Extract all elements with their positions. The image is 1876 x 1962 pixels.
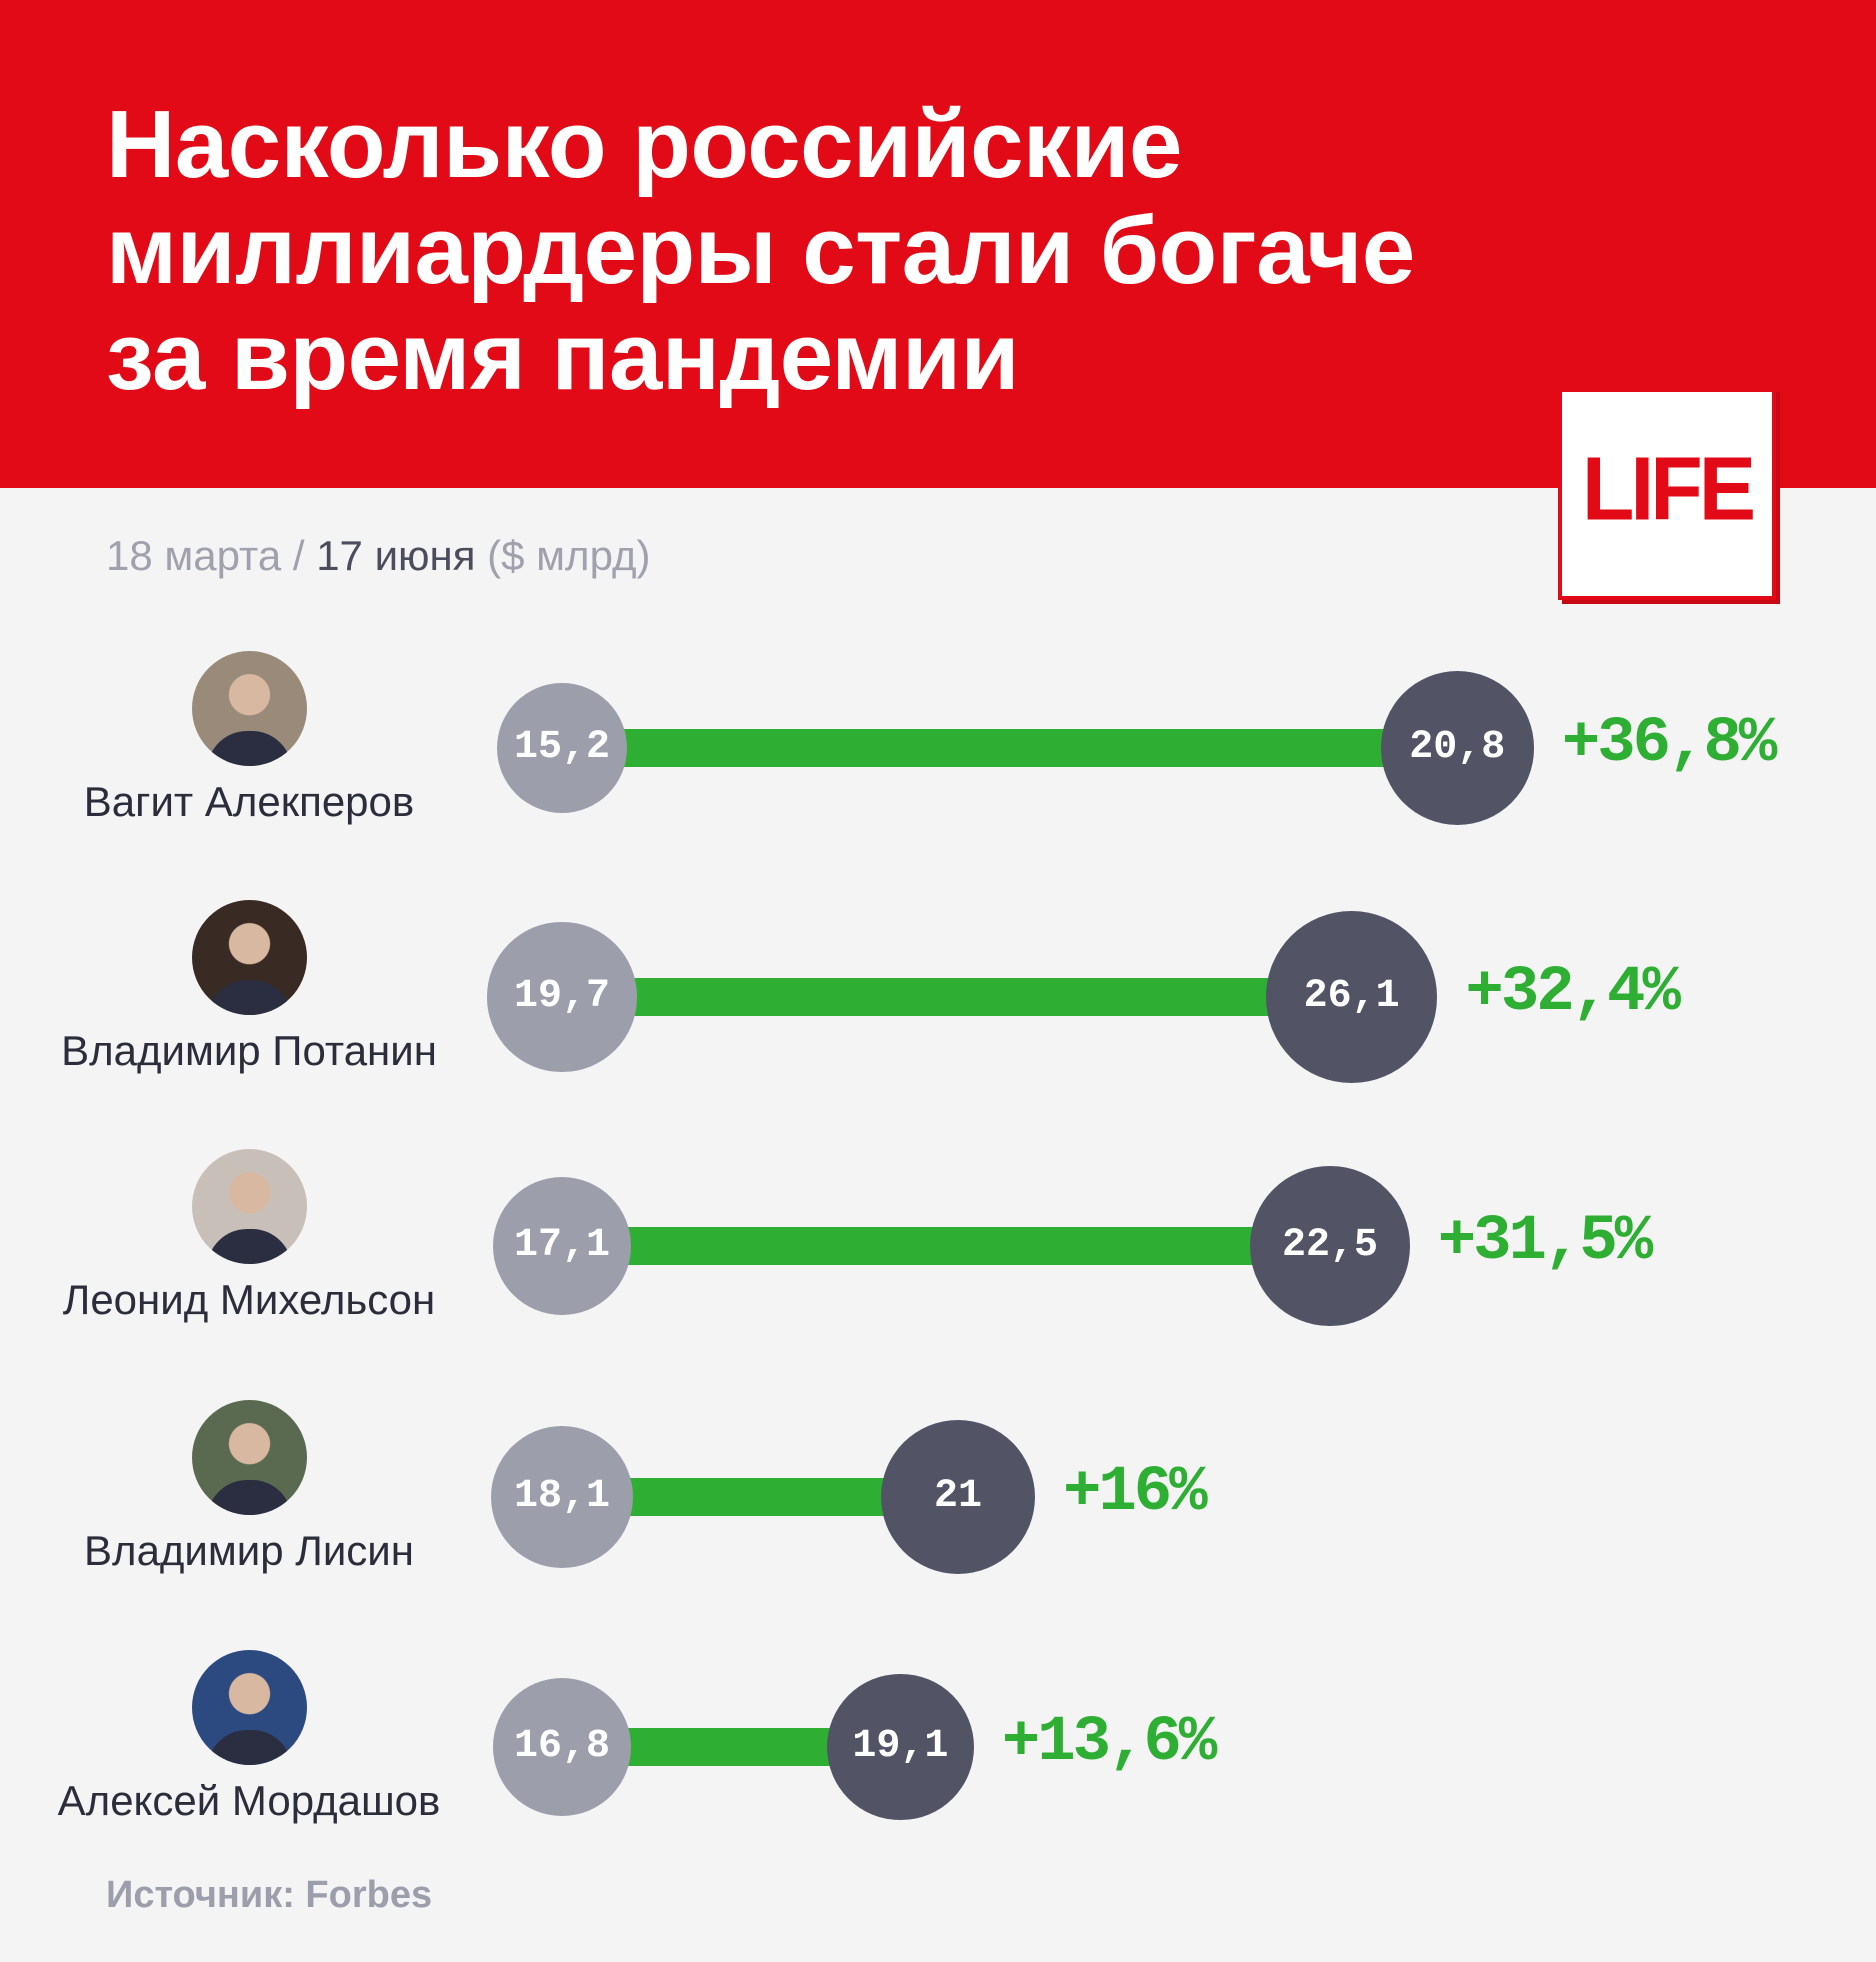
start-value-marker: 16,8 bbox=[493, 1678, 631, 1816]
legend-end: 17 июня bbox=[316, 532, 476, 579]
life-logo: LIFE bbox=[1558, 388, 1776, 600]
avatar-photo bbox=[192, 1149, 307, 1264]
start-value-marker: 18,1 bbox=[490, 1425, 634, 1569]
avatar-photo bbox=[192, 651, 307, 766]
legend-separator: / bbox=[281, 532, 317, 579]
legend-start: 18 марта bbox=[106, 532, 282, 579]
start-value-marker: 19,7 bbox=[487, 922, 637, 1072]
start-value-marker: 15,2 bbox=[496, 682, 628, 814]
person-name: Алексей Мордашов bbox=[57, 1777, 441, 1824]
person-name: Вагит Алекперов bbox=[83, 778, 415, 825]
avatar-photo bbox=[192, 1650, 307, 1765]
growth-bar bbox=[562, 729, 1458, 767]
suit-shape bbox=[207, 1480, 292, 1515]
end-value-marker: 21 bbox=[881, 1420, 1035, 1574]
suit-shape bbox=[207, 731, 292, 766]
subtitle-legend: 18 марта / 17 июня ($ млрд) bbox=[106, 532, 650, 580]
end-value-marker: 26,1 bbox=[1265, 911, 1438, 1083]
avatar-photo bbox=[192, 1400, 307, 1515]
suit-shape bbox=[207, 1229, 292, 1264]
change-percent-label: +32,4% bbox=[1465, 957, 1680, 1029]
end-value-marker: 22,5 bbox=[1250, 1166, 1410, 1326]
end-value-marker: 19,1 bbox=[826, 1673, 974, 1821]
start-value-marker: 17,1 bbox=[492, 1176, 632, 1316]
change-percent-label: +36,8% bbox=[1561, 708, 1777, 780]
title-line: за время пандемии bbox=[106, 303, 1019, 410]
logo-text: LIFE bbox=[1581, 438, 1756, 540]
header-banner: Насколько российские миллиардеры стали б… bbox=[0, 0, 1876, 488]
person-name: Владимир Потанин bbox=[61, 1027, 437, 1074]
page-title: Насколько российские миллиардеры стали б… bbox=[106, 92, 1415, 410]
person-name: Владимир Лисин bbox=[84, 1527, 414, 1574]
change-percent-label: +13,6% bbox=[1001, 1707, 1217, 1779]
person-name: Леонид Михельсон bbox=[62, 1276, 436, 1323]
avatar-photo bbox=[192, 900, 307, 1015]
growth-bar bbox=[562, 1227, 1330, 1265]
legend-unit: ($ млрд) bbox=[475, 532, 651, 579]
change-percent-label: +31,5% bbox=[1437, 1206, 1653, 1278]
suit-shape bbox=[207, 980, 292, 1015]
title-line: миллиардеры стали богаче bbox=[106, 197, 1415, 304]
source-note: Источник: Forbes bbox=[106, 1874, 433, 1916]
growth-bar bbox=[562, 978, 1352, 1016]
title-line: Насколько российские bbox=[106, 91, 1182, 198]
suit-shape bbox=[207, 1730, 292, 1765]
end-value-marker: 20,8 bbox=[1380, 671, 1534, 825]
change-percent-label: +16% bbox=[1062, 1457, 1208, 1529]
